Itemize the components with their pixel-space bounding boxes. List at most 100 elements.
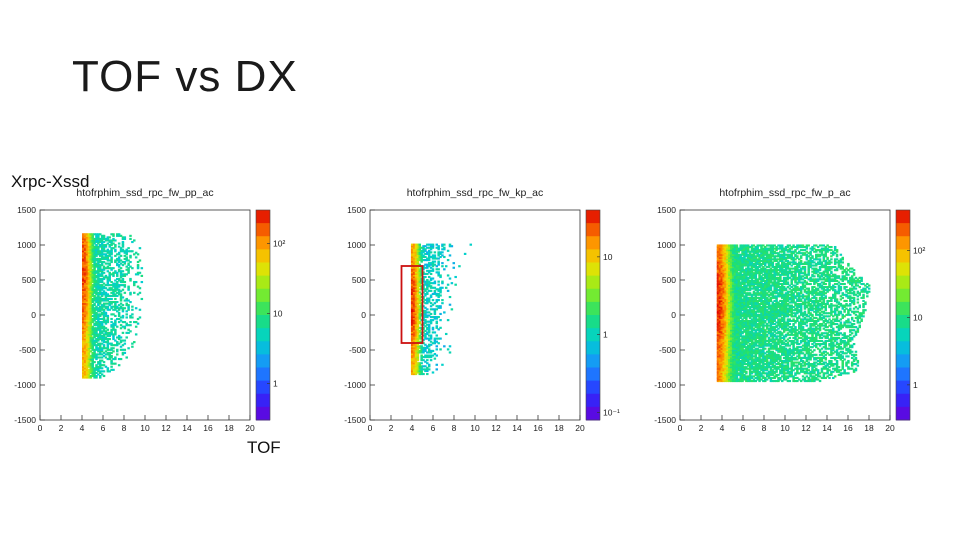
heatmap-cell xyxy=(748,333,752,336)
heatmap-cell xyxy=(83,313,87,316)
heatmap-cell xyxy=(739,347,742,350)
heatmap-cell xyxy=(123,351,127,354)
heatmap-cell xyxy=(99,365,102,368)
heatmap-cell xyxy=(89,265,93,268)
heatmap-cell xyxy=(752,336,756,339)
heatmap-cell xyxy=(764,344,767,347)
heatmap-cell xyxy=(114,301,117,304)
heatmap-cell xyxy=(95,328,98,331)
heatmap-cell xyxy=(824,335,827,338)
heatmap-cell xyxy=(731,335,735,338)
heatmap-cell xyxy=(97,350,100,353)
heatmap-cell xyxy=(433,289,437,292)
heatmap-cell xyxy=(777,313,780,316)
heatmap-cell xyxy=(762,346,765,349)
heatmap-cell xyxy=(87,277,91,281)
heatmap-cell xyxy=(769,370,773,373)
heatmap-cell xyxy=(731,370,735,373)
heatmap-cell xyxy=(750,319,754,323)
heatmap-cell xyxy=(427,368,431,371)
heatmap-cell xyxy=(102,253,106,256)
heatmap-cell xyxy=(99,260,102,264)
heatmap-cell xyxy=(100,370,104,373)
heatmap-cell xyxy=(140,297,144,301)
heatmap-cell xyxy=(93,331,96,334)
heatmap-cell xyxy=(422,309,425,312)
heatmap-cell xyxy=(790,332,793,335)
heatmap-cell xyxy=(805,318,809,321)
heatmap-cell xyxy=(99,322,102,325)
heatmap-cell xyxy=(100,327,104,330)
heatmap-cell xyxy=(782,361,786,364)
heatmap-cell xyxy=(117,277,121,281)
heatmap-cell xyxy=(782,359,786,363)
heatmap-cell xyxy=(82,370,85,373)
heatmap-cell xyxy=(100,262,104,265)
heatmap-cell xyxy=(410,300,414,303)
heatmap-cell xyxy=(95,285,98,288)
heatmap-cell xyxy=(728,373,731,376)
heatmap-cell xyxy=(448,345,452,348)
heatmap-cell xyxy=(418,345,421,348)
heatmap-cell xyxy=(731,333,735,336)
heatmap-cell xyxy=(818,316,822,319)
heatmap-cell xyxy=(437,306,440,309)
heatmap-cell xyxy=(847,318,850,321)
heatmap-cell xyxy=(824,361,827,364)
heatmap-cell xyxy=(422,311,425,314)
heatmap-cell xyxy=(112,247,115,250)
heatmap-cell xyxy=(779,322,782,326)
heatmap-cell xyxy=(737,378,741,381)
heatmap-cell xyxy=(784,313,788,316)
heatmap-cell xyxy=(82,324,85,327)
heatmap-cell xyxy=(102,313,106,316)
heatmap-cell xyxy=(750,355,754,358)
heatmap-cell xyxy=(134,321,138,324)
colorbar-segment xyxy=(256,288,270,303)
heatmap-cell xyxy=(82,367,85,370)
heatmap-cell xyxy=(134,307,138,310)
heatmap-cell xyxy=(97,262,100,265)
heatmap-cell xyxy=(809,318,812,321)
heatmap-cell xyxy=(85,305,89,308)
heatmap-cell xyxy=(733,316,737,319)
heatmap-cell xyxy=(93,254,96,257)
heatmap-cell xyxy=(93,240,96,244)
heatmap-cell xyxy=(758,350,761,353)
heatmap-cell xyxy=(93,319,96,322)
heatmap-cell xyxy=(773,372,776,375)
heatmap-cell xyxy=(722,307,725,310)
heatmap-cell xyxy=(746,333,750,336)
heatmap-cell xyxy=(435,363,439,366)
heatmap-cell xyxy=(816,333,820,336)
heatmap-cell xyxy=(807,353,810,356)
heatmap-cell xyxy=(418,295,421,299)
heatmap-cell xyxy=(771,359,775,363)
heatmap-cell xyxy=(412,351,416,354)
heatmap-cell xyxy=(746,321,750,324)
heatmap-cell xyxy=(777,332,780,335)
heatmap-cell xyxy=(112,313,115,316)
heatmap-cell xyxy=(82,342,85,345)
heatmap-cell xyxy=(110,331,113,334)
heatmap-cell xyxy=(412,274,416,277)
heatmap-cell xyxy=(735,379,739,383)
heatmap-cell xyxy=(788,347,792,350)
heatmap-cell xyxy=(845,361,848,364)
heatmap-cell xyxy=(121,248,125,251)
heatmap-cell xyxy=(769,327,773,330)
heatmap-cell xyxy=(737,313,741,316)
heatmap-cell xyxy=(716,343,720,346)
heatmap-cell xyxy=(87,354,91,358)
heatmap-cell xyxy=(102,310,106,313)
heatmap-cell xyxy=(775,366,778,369)
heatmap-cell xyxy=(91,279,94,282)
heatmap-cell xyxy=(784,355,788,358)
heatmap-cell xyxy=(414,266,418,269)
heatmap-cell xyxy=(758,358,761,361)
heatmap-cell xyxy=(412,309,416,312)
heatmap-cell xyxy=(89,305,93,308)
heatmap-cell xyxy=(435,246,439,249)
heatmap-cell xyxy=(117,357,121,361)
heatmap-cell xyxy=(100,279,104,282)
